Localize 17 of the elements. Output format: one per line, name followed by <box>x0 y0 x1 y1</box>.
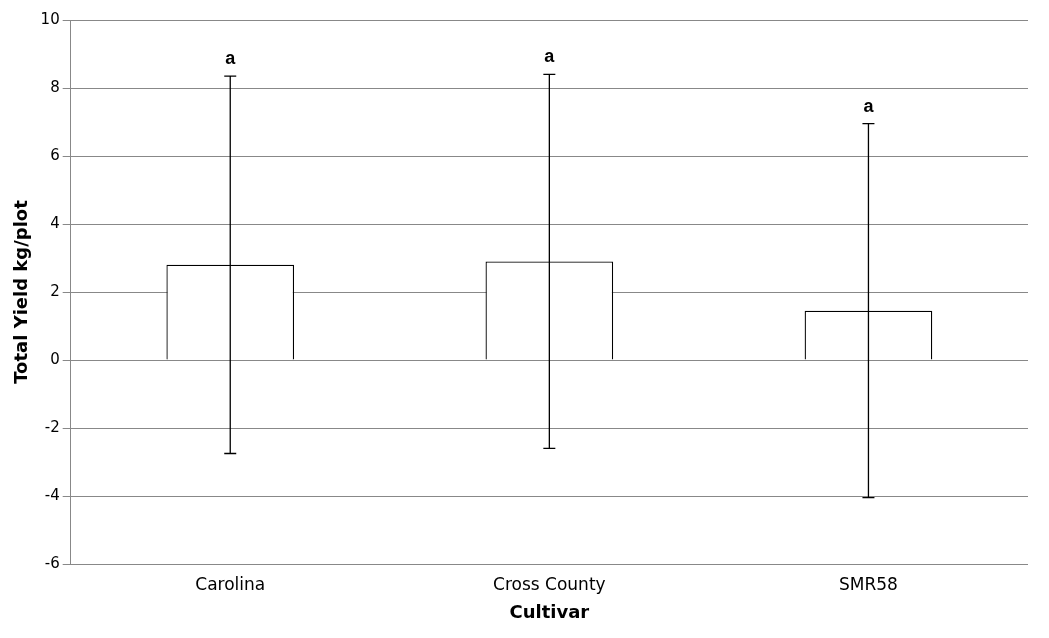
annotation: a <box>225 48 237 69</box>
y-axis-title: Total Yield kg/plot <box>10 199 32 384</box>
y-tick-label: -2 <box>44 417 60 436</box>
x-tick-label: Cross County <box>493 573 606 594</box>
y-tick-label: 0 <box>50 349 60 368</box>
y-tick-label: 10 <box>40 9 60 28</box>
y-tick-label: -6 <box>44 553 60 572</box>
y-tick-label: 2 <box>50 281 60 300</box>
y-tick-label: -4 <box>44 485 60 504</box>
y-tick-label: 8 <box>50 77 60 96</box>
x-tick-label: Carolina <box>195 573 266 594</box>
annotation: a <box>863 95 875 116</box>
y-tick-label: 6 <box>50 145 60 164</box>
x-axis-title: Cultivar <box>509 600 590 622</box>
x-tick-label: SMR58 <box>838 573 898 594</box>
y-tick-label: 4 <box>50 213 60 232</box>
annotation: a <box>544 46 556 67</box>
